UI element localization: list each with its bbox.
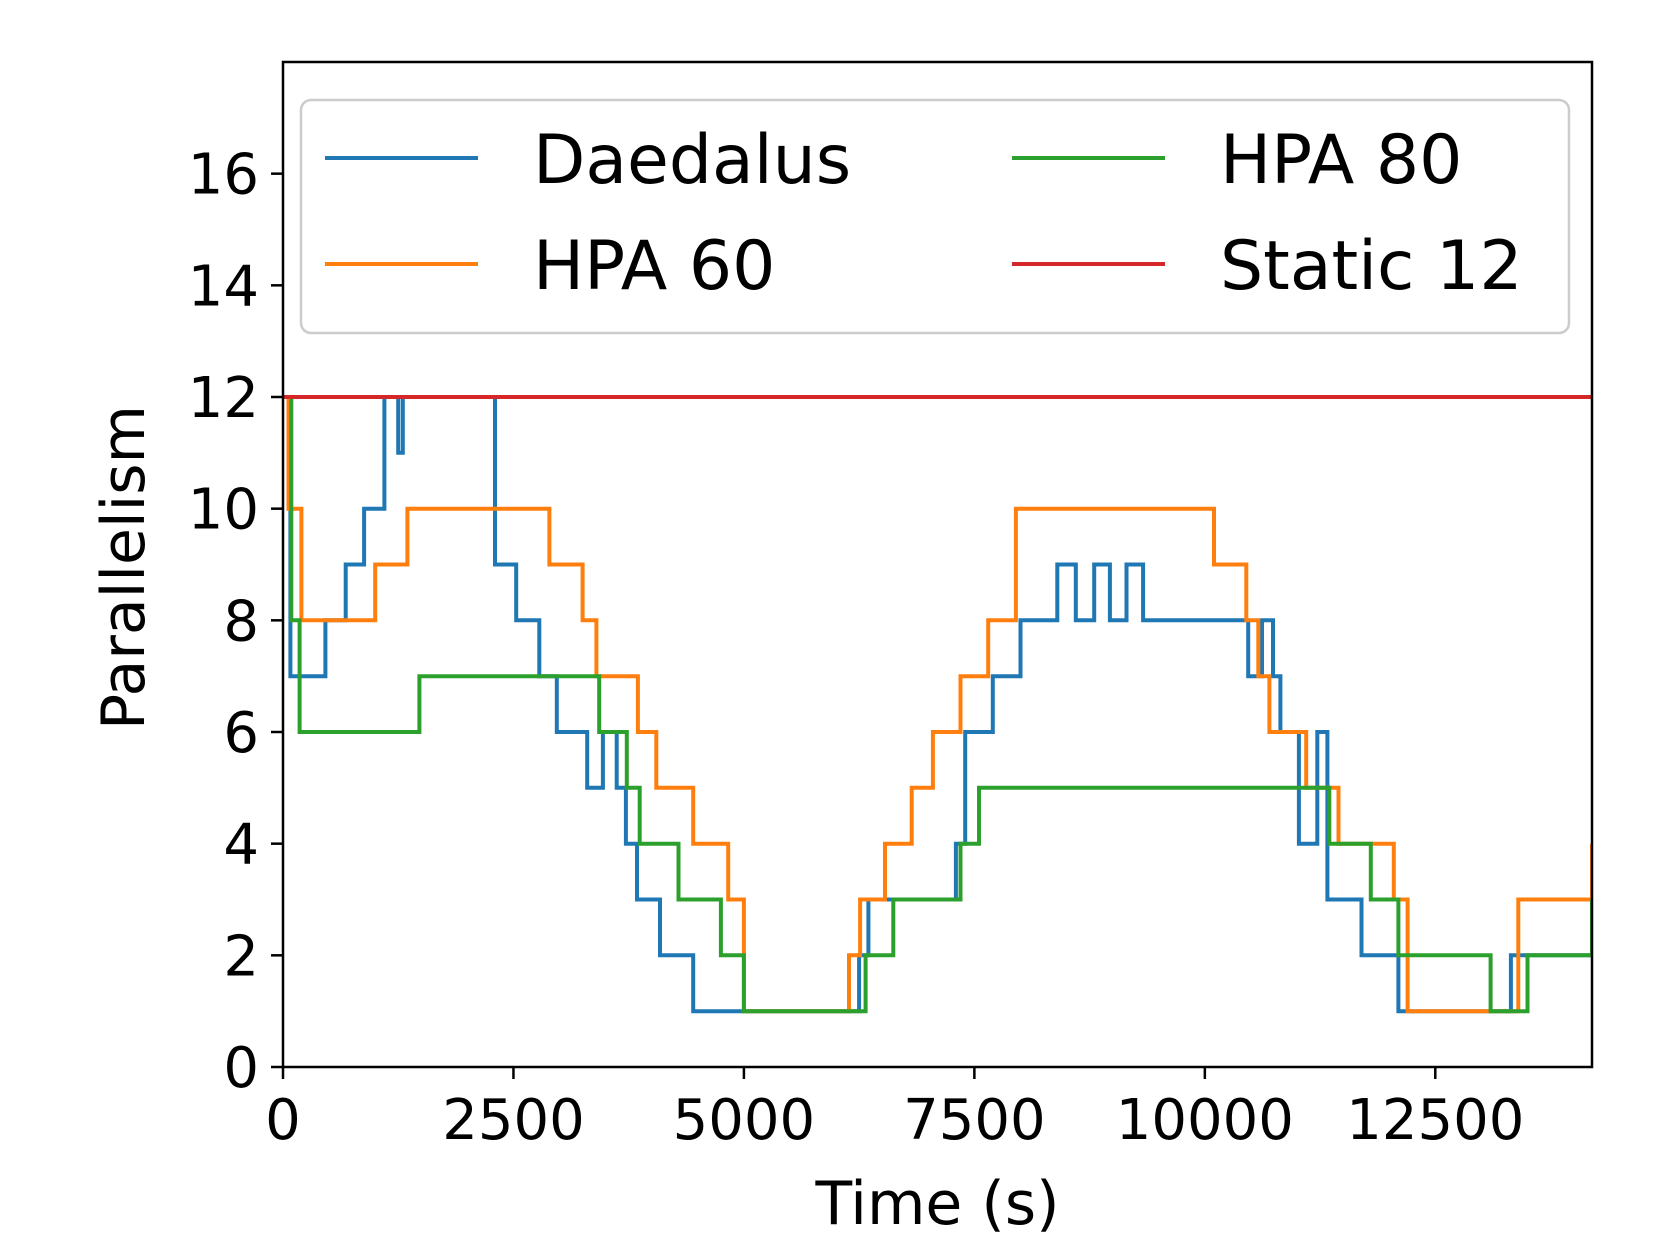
legend-label-hpa-60: HPA 60	[533, 227, 775, 306]
y-tick-label: 12	[188, 366, 259, 431]
y-tick-label: 8	[223, 589, 259, 654]
x-tick-label: 10000	[1116, 1088, 1294, 1153]
x-tick-label: 5000	[673, 1088, 816, 1153]
series-layer	[283, 395, 1592, 1014]
y-tick-label: 14	[188, 254, 259, 319]
y-tick-label: 0	[223, 1036, 259, 1101]
series-line-hpa-80	[283, 395, 1592, 1014]
series-line-hpa-60	[283, 395, 1592, 1014]
legend-label-daedalus: Daedalus	[533, 121, 851, 200]
x-tick-label: 12500	[1346, 1088, 1524, 1153]
y-axis-title: Parallelism	[89, 405, 159, 730]
series-line-daedalus	[283, 395, 1592, 1014]
x-axis-title: Time (s)	[815, 1169, 1060, 1239]
legend: Daedalus HPA 60 HPA 80 Static 12	[299, 98, 1571, 335]
y-tick-label: 2	[223, 924, 259, 989]
legend-box	[299, 98, 1571, 335]
legend-label-static-12: Static 12	[1220, 227, 1523, 306]
axes-layer: 0 2500 5000 7500 10000 12500 0 2 4 6 8 10 12 14 16 Time…	[89, 60, 1594, 1239]
x-tick-label: 0	[265, 1088, 301, 1153]
y-tick-label: 10	[188, 478, 259, 543]
plot-frame	[281, 60, 1594, 1069]
y-tick-label: 16	[188, 143, 259, 208]
legend-label-hpa-80: HPA 80	[1220, 121, 1462, 200]
y-tick-label: 4	[223, 813, 259, 878]
y-tick-label: 6	[223, 701, 259, 766]
x-tick-label: 7500	[903, 1088, 1046, 1153]
x-tick-label: 2500	[442, 1088, 585, 1153]
